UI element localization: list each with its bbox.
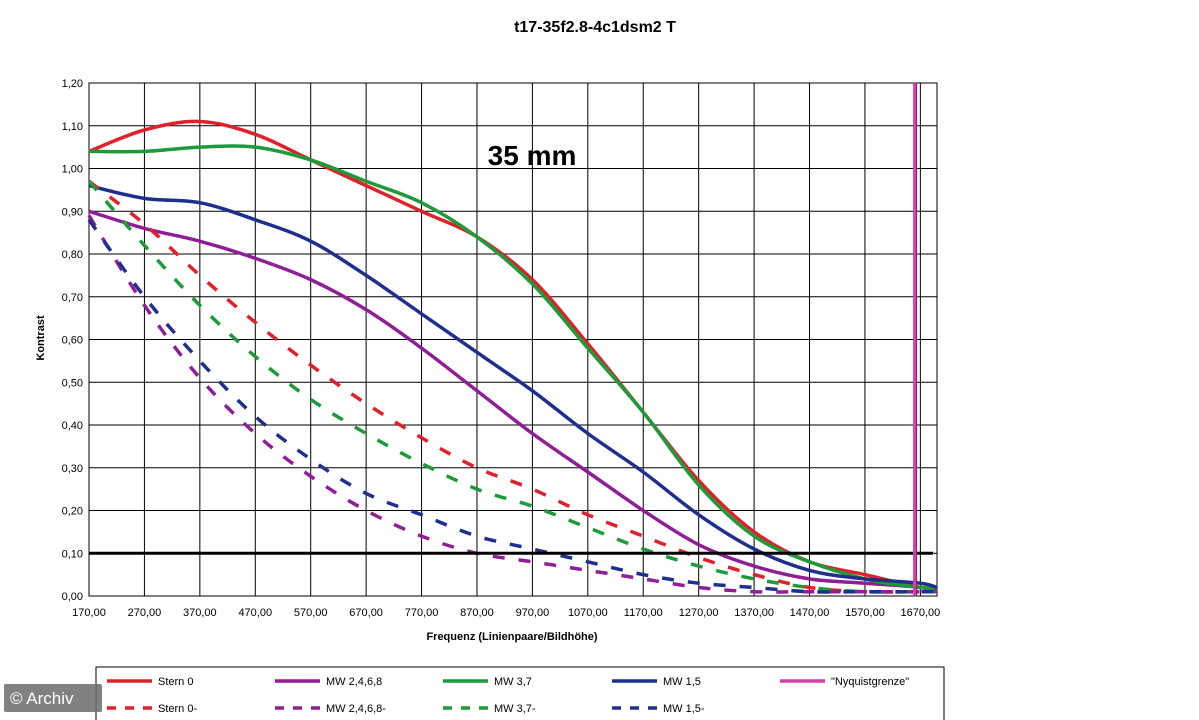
series-line-5: [87, 179, 937, 594]
series-line-2: [88, 144, 938, 590]
x-tick-label: 1470,00: [790, 607, 830, 619]
chart-title: t17-35f2.8-4c1dsm2 T: [514, 19, 676, 36]
x-tick-label: 270,00: [128, 607, 162, 619]
watermark-text: © Archiv: [10, 689, 74, 708]
reference-lines: [89, 83, 933, 596]
x-tick-label: 670,00: [349, 607, 383, 619]
y-tick-label: 0,10: [62, 548, 83, 560]
y-tick-label: 0,70: [62, 292, 83, 304]
legend-box: [95, 666, 945, 720]
x-tick-label: 470,00: [238, 607, 272, 619]
legend-label-0: Stern 0: [158, 676, 193, 688]
legend-label-6: MW 2,4,6,8-: [326, 703, 386, 715]
series-line-3: [88, 183, 938, 590]
y-axis-label: Kontrast: [35, 315, 47, 361]
x-tick-label: 970,00: [516, 607, 550, 619]
legend-label-2: MW 3,7: [494, 676, 532, 688]
x-tick-label: 1670,00: [900, 607, 940, 619]
y-tick-label: 1,10: [62, 121, 83, 133]
x-tick-label: 1570,00: [845, 607, 885, 619]
x-tick-label: 870,00: [460, 607, 494, 619]
legend-label-8: MW 1,5-: [663, 703, 705, 715]
series-lines: [87, 119, 938, 594]
y-tick-label: 0,80: [62, 249, 83, 261]
y-tick-label: 0,40: [62, 420, 83, 432]
legend-label-1: MW 2,4,6,8: [326, 676, 382, 688]
series-line-1: [88, 209, 938, 594]
y-tick-label: 0,20: [62, 506, 83, 518]
series-line-7: [87, 180, 937, 594]
legend-label-3: MW 1,5: [663, 676, 701, 688]
legend-label-7: MW 3,7-: [494, 703, 536, 715]
y-tick-label: 0,50: [62, 377, 83, 389]
y-tick-label: 0,30: [62, 463, 83, 475]
y-tick-label: 0,00: [62, 591, 83, 603]
legend-label-5: Stern 0-: [158, 703, 197, 715]
x-tick-label: 1270,00: [679, 607, 719, 619]
x-tick-label: 170,00: [72, 607, 106, 619]
y-tick-label: 1,00: [62, 164, 83, 176]
x-tick-label: 1170,00: [624, 607, 663, 619]
x-tick-label: 370,00: [183, 607, 217, 619]
x-tick-label: 1070,00: [568, 607, 608, 619]
x-tick-label: 770,00: [405, 607, 439, 619]
legend: Stern 0 MW 2,4,6,8 MW 3,7 MW 1,5 "Nyquistgre…: [95, 666, 945, 720]
x-tick-label: 1370,00: [734, 607, 774, 619]
y-tick-label: 0,60: [62, 335, 83, 347]
legend-label-4: "Nyquistgrenze": [831, 676, 909, 688]
x-tick-label: 570,00: [294, 607, 328, 619]
y-tick-label: 1,20: [62, 78, 83, 90]
watermark: © Archiv: [4, 684, 102, 712]
series-line-8: [87, 218, 937, 594]
x-axis-label: Frequenz (Linienpaare/Bildhöhe): [426, 631, 597, 643]
y-tick-label: 0,90: [62, 206, 83, 218]
annotation-35mm: 35 mm: [488, 140, 577, 171]
tick-labels: 170,00 270,00 370,00 470,00 570,00 670,00 770,…: [62, 78, 941, 619]
series-line-6: [87, 214, 937, 594]
